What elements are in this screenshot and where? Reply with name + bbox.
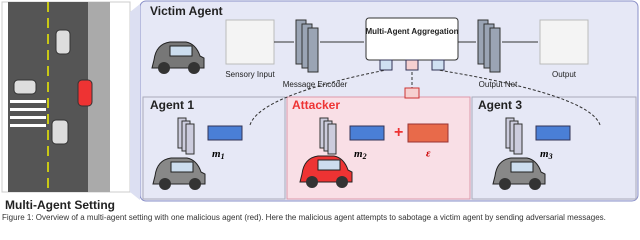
car-wheel <box>336 176 348 188</box>
caption: Figure 1: Overview of a multi-agent sett… <box>2 213 606 222</box>
left-label: Multi-Agent Setting <box>5 198 115 212</box>
aggregation-box <box>365 17 459 61</box>
message-label: m3 <box>540 148 553 161</box>
aggregation-label: Multi-Agent Aggregation <box>365 27 458 36</box>
feature-map <box>327 123 337 155</box>
car-wheel <box>189 178 201 190</box>
car-window <box>170 161 194 173</box>
zoom-wedge <box>130 4 140 200</box>
car-wheel <box>499 178 511 190</box>
car-wheel <box>306 176 318 188</box>
message-links <box>249 69 601 126</box>
message-icons <box>379 59 445 71</box>
feature-map <box>513 123 523 155</box>
car-window <box>317 159 341 171</box>
plus: + <box>394 124 403 141</box>
message-label: m1 <box>212 148 225 161</box>
output-net-block <box>477 19 501 73</box>
message-map <box>207 125 243 141</box>
message-label: m2 <box>354 148 367 161</box>
output-label: Output <box>552 70 577 79</box>
figure: Multi-Agent Setting Victim Agent Sensory… <box>0 0 640 222</box>
perturbation-label: ε <box>426 148 431 160</box>
agent-title: Agent 3 <box>478 98 522 112</box>
victim-car <box>151 41 205 74</box>
victim-title: Victim Agent <box>150 4 223 18</box>
feature-map <box>185 123 195 155</box>
car-wheel <box>529 178 541 190</box>
car-wheel <box>159 178 171 190</box>
sensory-image <box>225 19 275 65</box>
sensory-label: Sensory Input <box>225 70 275 79</box>
attack-envelope <box>404 87 420 99</box>
encoder-block <box>295 19 319 73</box>
perturbation-map <box>407 123 449 143</box>
agent-title: Attacker <box>292 98 340 112</box>
output-net-label: Output Net <box>479 80 518 89</box>
message-map <box>535 125 571 141</box>
output-image <box>539 19 589 65</box>
message-map <box>349 125 385 141</box>
encoder-label: Message Encoder <box>283 80 348 89</box>
road-scene <box>1 1 131 193</box>
agent-title: Agent 1 <box>150 98 194 112</box>
car-window <box>510 161 534 173</box>
